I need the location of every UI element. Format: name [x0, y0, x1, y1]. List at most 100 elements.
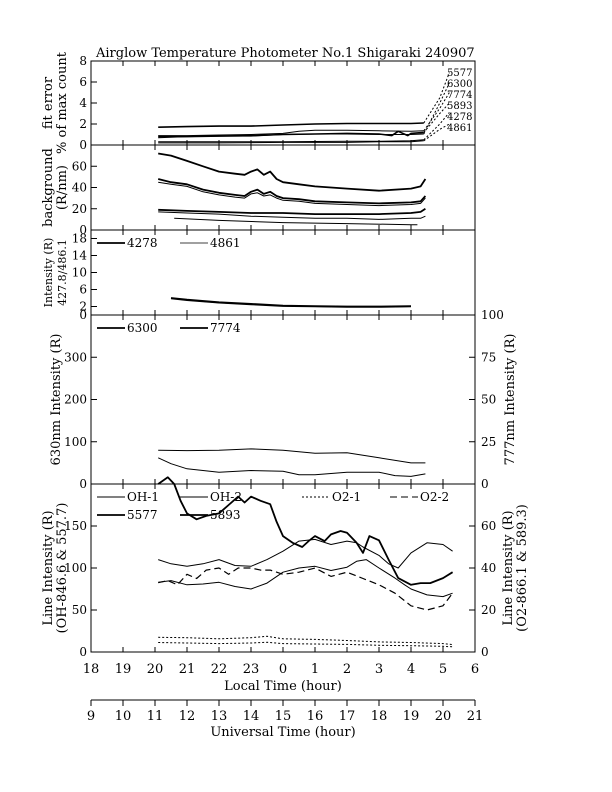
ut-tick-label: 19 — [403, 709, 420, 724]
fit-series-7774-tail — [423, 92, 450, 132]
blue-legend-label-4861: 4861 — [210, 236, 241, 250]
mid-legend-label-7774: 7774 — [210, 321, 241, 335]
fit-end-label-5577: 5577 — [447, 68, 472, 79]
line-y-tick-right-label: 20 — [481, 603, 496, 617]
ut-axis-label: Universal Time (hour) — [210, 725, 355, 740]
line-y-tick-label: 0 — [79, 645, 87, 659]
local-time-tick-label: 21 — [179, 662, 196, 677]
mid-y-tick-right-label: 100 — [481, 308, 504, 322]
ut-tick-label: 9 — [87, 709, 95, 724]
fit-series-4278-tail — [423, 112, 450, 141]
local-time-tick-label: 5 — [439, 662, 447, 677]
blue-series-4278 — [170, 297, 412, 308]
local-time-tick-label: 22 — [211, 662, 228, 677]
fit-series-5893-tail — [423, 102, 450, 133]
mid-y-tick-label: 0 — [79, 477, 87, 491]
fit-y-tick-label: 0 — [79, 138, 87, 152]
blue-y-tick-label: 0 — [79, 308, 87, 322]
line-legend-label-O2-2: O2-2 — [420, 490, 449, 504]
local-time-tick-label: 18 — [83, 662, 100, 677]
local-time-tick-label: 4 — [407, 662, 415, 677]
mid-legend-label-6300: 6300 — [127, 321, 158, 335]
local-time-tick-label: 20 — [147, 662, 164, 677]
ut-tick-label: 20 — [435, 709, 452, 724]
fit-series-5577-tail — [423, 72, 450, 124]
blue-y-tick-label: 18 — [72, 232, 87, 246]
line-legend-label-OH-2: OH-2 — [210, 490, 242, 504]
local-time-tick-label: 23 — [243, 662, 260, 677]
ut-tick-label: 17 — [339, 709, 356, 724]
fit-series-4861 — [158, 140, 424, 144]
fit-end-label-6300: 6300 — [447, 79, 472, 90]
fit-series-7774 — [158, 129, 424, 137]
ut-tick-label: 21 — [467, 709, 484, 724]
line-y-tick-label: 100 — [64, 561, 87, 575]
mid-ylabel-right: 777nm Intensity (R) — [503, 334, 518, 466]
fit-series-6300-tail — [423, 82, 450, 135]
line-legend-label-5893: 5893 — [210, 508, 241, 522]
fit-series-5893 — [158, 130, 424, 138]
bg-ylabel: background — [41, 148, 56, 227]
bg-series-7774 — [158, 181, 426, 207]
local-time-tick-label: 3 — [375, 662, 383, 677]
local-time-tick-label: 6 — [471, 662, 479, 677]
fit-ylabel: fit error — [41, 76, 56, 129]
line-series-5577 — [157, 476, 454, 586]
line-series-OH-2 — [158, 559, 453, 598]
bg-y-tick-label: 0 — [79, 223, 87, 237]
mid-series-6300 — [158, 448, 426, 464]
bg-series-4278 — [158, 211, 426, 220]
line-legend-label-5577: 5577 — [127, 508, 158, 522]
line-ylabel: Line Intensity (R) — [41, 510, 56, 625]
line-ylabel-right: (O2-866.1 & 589.3) — [515, 504, 530, 632]
ut-tick-label: 14 — [243, 709, 260, 724]
line-y-tick-right-label: 60 — [481, 519, 496, 533]
mid-y-tick-right-label: 75 — [481, 350, 496, 364]
mid-y-tick-label: 100 — [64, 435, 87, 449]
line-series-OH-1 — [158, 538, 453, 569]
mid-y-tick-label: 200 — [64, 393, 87, 407]
blue-y-tick-label: 2 — [79, 300, 87, 314]
line-y-tick-label: 150 — [64, 519, 87, 533]
blue-series-4861 — [170, 298, 412, 308]
blue-y-tick-label: 10 — [72, 266, 87, 280]
blue-y-tick-label: 14 — [72, 249, 88, 263]
bg-series-5893 — [158, 208, 426, 216]
mid-y-tick-right-label: 50 — [481, 393, 496, 407]
fit-series-4278 — [158, 139, 424, 143]
ut-tick-label: 11 — [147, 709, 164, 724]
fit-end-label-7774: 7774 — [447, 90, 472, 101]
bg-y-tick-label: 20 — [72, 202, 87, 216]
fit-y-tick-label: 6 — [79, 75, 87, 89]
local-time-tick-label: 0 — [279, 662, 287, 677]
fit-series-5577 — [158, 122, 424, 128]
mid-ylabel: 630nm Intensity (R) — [49, 334, 64, 466]
mid-y-tick-right-label: 0 — [481, 477, 489, 491]
fit-y-tick-label: 4 — [79, 96, 87, 110]
local-time-tick-label: 2 — [343, 662, 351, 677]
line-series-5893 — [158, 641, 453, 648]
line-legend-label-O2-1: O2-1 — [332, 490, 361, 504]
line-y-tick-right-label: 0 — [481, 645, 489, 659]
blue-legend-label-4278: 4278 — [127, 236, 158, 250]
ut-tick-label: 18 — [371, 709, 388, 724]
line-ylabel-right: Line Intensity (R) — [501, 510, 516, 625]
local-time-tick-label: 1 — [311, 662, 319, 677]
bg-series-4861 — [174, 217, 418, 226]
fit-ylabel: % of max count — [55, 51, 70, 154]
line-ylabel: (OH-846.6 & 557.7) — [55, 503, 70, 634]
bg-series-6300 — [157, 178, 427, 205]
fit-end-label-5893: 5893 — [447, 101, 472, 112]
mid-series-7774 — [157, 457, 426, 477]
figure-title: Airglow Temperature Photometer No.1 Shig… — [95, 46, 475, 61]
blue-y-tick-label: 6 — [79, 283, 87, 297]
line-y-tick-right-label: 40 — [481, 561, 496, 575]
fit-y-tick-label: 8 — [79, 54, 87, 68]
bg-y-tick-label: 60 — [72, 159, 87, 173]
bg-ylabel: (R/nm) — [55, 165, 70, 210]
line-series-O2-1 — [158, 635, 453, 646]
ut-tick-label: 15 — [275, 709, 292, 724]
ut-tick-label: 13 — [211, 709, 228, 724]
fit-end-label-4278: 4278 — [447, 112, 472, 123]
